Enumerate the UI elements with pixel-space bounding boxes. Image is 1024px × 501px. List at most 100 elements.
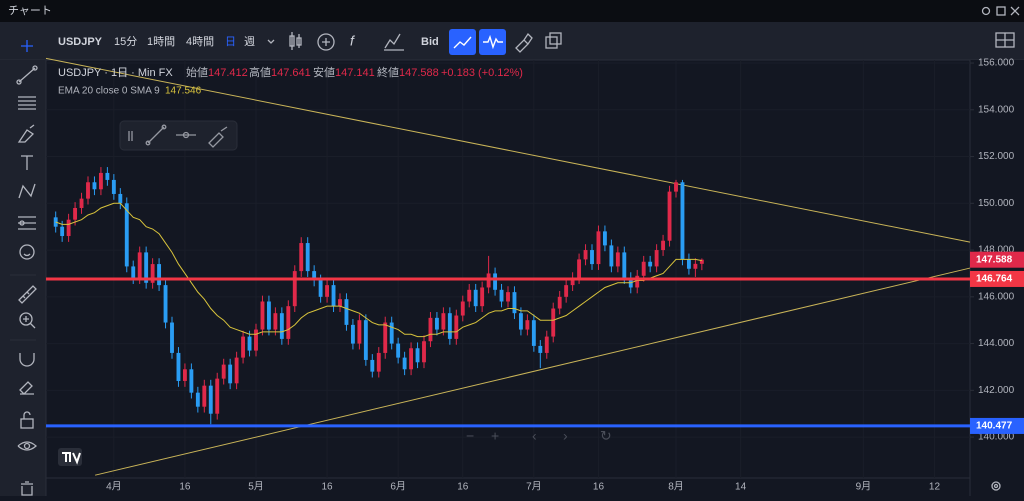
candle-body [98, 172, 103, 190]
logo [58, 448, 82, 466]
candle-body [648, 261, 653, 267]
candle-body [170, 322, 174, 353]
navigation-controls[interactable]: − + ‹ › ↻ [466, 428, 612, 444]
candle-body [118, 193, 123, 204]
candle-body [609, 245, 614, 267]
candle-body [131, 266, 136, 279]
level-price-label: 140.477 [976, 421, 1013, 432]
last-price-label: 147.588 [976, 254, 1013, 265]
x-tick-label: 7月 [526, 481, 542, 493]
candle-body [447, 313, 452, 339]
candle-body [150, 264, 155, 283]
candle-body [273, 313, 278, 330]
window-controls[interactable] [981, 6, 1020, 16]
floating-tools[interactable] [128, 124, 228, 148]
candle-body [202, 385, 207, 407]
candle-body [163, 285, 168, 323]
y-tick-label: 156.000 [978, 58, 1015, 69]
dropdown-icon[interactable] [267, 39, 275, 44]
window-title: チャート [8, 4, 52, 17]
legend-value: 147.412 [208, 67, 248, 79]
candle-body [428, 317, 433, 342]
candle-body [266, 301, 271, 330]
candle-body [415, 348, 420, 363]
x-tick-label: 9月 [856, 481, 872, 493]
alert-button[interactable] [449, 29, 476, 55]
candle-body [292, 271, 297, 307]
brush-icon[interactable] [515, 32, 533, 53]
candle-body [124, 203, 129, 267]
candle-body [234, 357, 239, 384]
candle-body [544, 336, 549, 353]
scroll-right[interactable]: › [563, 428, 568, 444]
drawing-tools[interactable] [16, 40, 38, 496]
layout-settings-icon[interactable] [995, 32, 1015, 48]
candle-body [376, 352, 381, 372]
candle-body [182, 369, 187, 381]
symbol-button[interactable]: USDJPY [58, 36, 103, 48]
zoom-out[interactable]: − [466, 428, 474, 444]
y-tick-label: 142.000 [978, 385, 1015, 396]
chart-type-icon[interactable] [289, 32, 302, 50]
left-toolbar [0, 60, 46, 496]
candle-body [383, 322, 388, 353]
candle-body [590, 250, 594, 265]
interval-button[interactable]: 4時間 [186, 35, 214, 48]
x-tick-label: 16 [593, 482, 605, 493]
candle-body [370, 359, 375, 372]
scroll-left[interactable]: ‹ [532, 428, 537, 444]
zoom-in[interactable]: + [491, 428, 499, 444]
candle-body [73, 207, 78, 220]
candle-body [699, 259, 704, 264]
legend-value: 147.588 [399, 67, 439, 79]
title-bar [0, 0, 1024, 22]
candle-body [105, 172, 110, 180]
candle-body [551, 308, 556, 337]
level-price-badge [970, 270, 1024, 287]
settings-icon[interactable] [991, 481, 1001, 491]
candle-body [473, 289, 478, 307]
replay-button[interactable] [479, 29, 506, 55]
candle-body [434, 317, 439, 330]
legend-label: 終値 [377, 65, 399, 79]
indicator-name: EMA 20 close 0 SMA 9 [58, 86, 160, 97]
replay-icon [483, 34, 503, 50]
interval-button[interactable]: 週 [244, 35, 255, 48]
indicators-icon[interactable]: f [350, 33, 356, 49]
layout-icon[interactable] [545, 32, 562, 49]
x-tick-label: 16 [179, 482, 191, 493]
candle-body [157, 264, 162, 286]
candle-body [389, 322, 394, 344]
candle-body [531, 320, 536, 346]
candle-body [564, 285, 569, 297]
reset[interactable]: ↻ [600, 428, 612, 444]
candle-body [615, 252, 620, 267]
legend-label: 高値 [249, 65, 271, 79]
candle-body [525, 320, 530, 330]
candle-body [499, 289, 504, 302]
candle-body [480, 287, 485, 307]
candle-body [305, 243, 310, 272]
candle-body [635, 275, 640, 288]
candle-body [557, 296, 562, 309]
candle-body [493, 273, 498, 290]
legend-label: 安値 [313, 65, 335, 79]
interval-button[interactable]: 日 [225, 36, 236, 48]
candle-body [674, 182, 678, 192]
interval-button[interactable]: 15分 [114, 35, 137, 48]
compare-icon[interactable] [317, 33, 335, 51]
candle-body [583, 250, 588, 260]
price-source[interactable]: Bid [421, 36, 439, 48]
interval-button[interactable]: 1時間 [147, 35, 175, 48]
candle-body [299, 243, 304, 272]
candle-body [137, 252, 142, 279]
y-tick-label: 148.000 [978, 245, 1015, 256]
candle-body [357, 320, 362, 344]
candle-body [66, 219, 71, 237]
candle-body [208, 385, 213, 414]
candle-body [286, 306, 291, 339]
x-tick-label: 5月 [248, 481, 264, 493]
templates-icon[interactable] [384, 33, 404, 51]
candle-body [254, 329, 258, 351]
candle-body [402, 357, 407, 370]
